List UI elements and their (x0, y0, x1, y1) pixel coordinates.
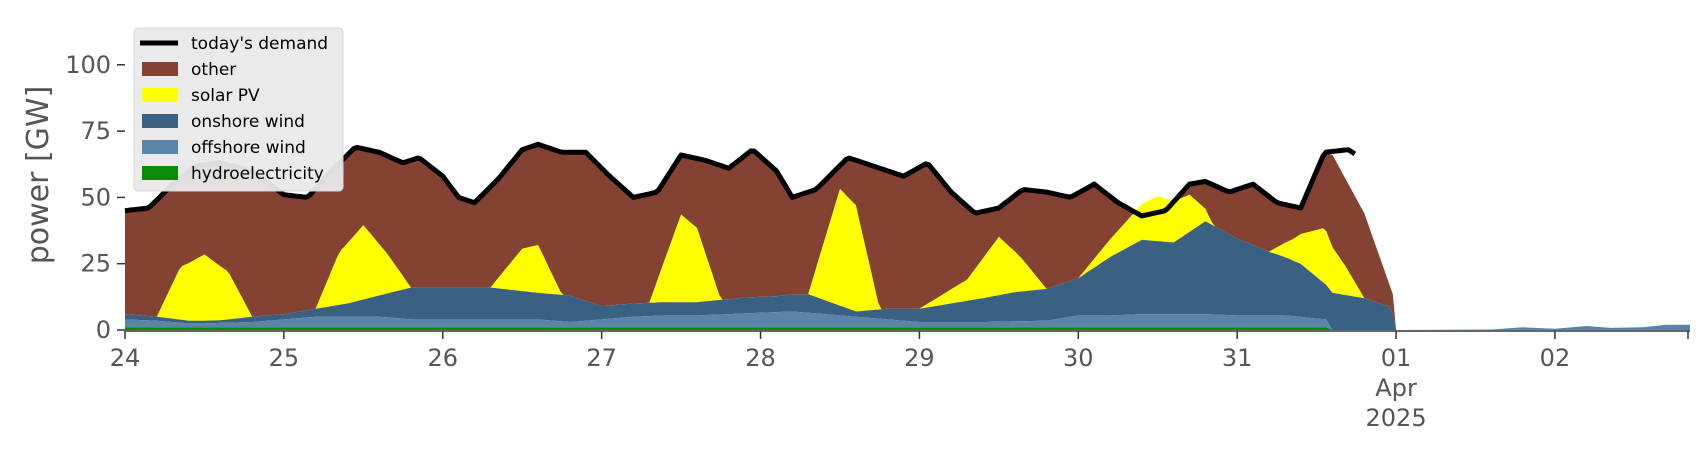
legend-label-other: other (191, 60, 236, 80)
y-tick-label: 100 (65, 51, 111, 79)
x-tick-label: 24 (110, 344, 141, 372)
legend-swatch-hydro (142, 166, 178, 180)
solar-pv-area (125, 189, 1397, 330)
x-tick-label: 01 (1381, 344, 1412, 372)
y-tick-label: 75 (80, 117, 111, 145)
legend-label-hydro: hydroelectricity (191, 164, 324, 184)
post-forecast-wind-area (1388, 324, 1690, 330)
onshore-wind-area (125, 221, 1397, 330)
x-tick-label: 26 (427, 344, 458, 372)
x-tick-label: 30 (1063, 344, 1094, 372)
legend-label-demand: today's demand (191, 34, 328, 54)
y-axis: 0 25 50 75 100 (65, 51, 125, 344)
x-tick-label: 27 (586, 344, 617, 372)
legend-swatch-offshore (142, 140, 178, 154)
offshore-wind-area (125, 311, 1397, 330)
legend-swatch-other (142, 62, 178, 76)
legend-label-offshore: offshore wind (191, 138, 306, 158)
y-axis-label: power [GW] (21, 86, 56, 265)
y-tick-label: 50 (80, 183, 111, 211)
x-tick-label: 02 (1540, 344, 1571, 372)
hydroelectricity-area (125, 327, 1397, 330)
x-tick-label: 25 (269, 344, 300, 372)
legend-box (133, 27, 344, 192)
legend: today's demand other solar PV onshore wind o… (133, 27, 344, 192)
y-tick-label: 25 (80, 250, 111, 278)
legend-swatch-solar (142, 88, 178, 102)
other-area (125, 144, 1397, 330)
x-tick-label: 29 (904, 344, 935, 372)
y-tick-label: 0 (96, 316, 111, 344)
x-tick-label: 28 (745, 344, 776, 372)
x-tick-year-label: 2025 (1366, 404, 1427, 432)
legend-label-solar: solar PV (191, 86, 260, 106)
legend-swatch-onshore (142, 114, 178, 128)
stacked-areas (124, 141, 1690, 330)
legend-label-onshore: onshore wind (191, 112, 305, 132)
x-tick-month-label: Apr (1375, 374, 1417, 402)
x-tick-label: 31 (1222, 344, 1253, 372)
